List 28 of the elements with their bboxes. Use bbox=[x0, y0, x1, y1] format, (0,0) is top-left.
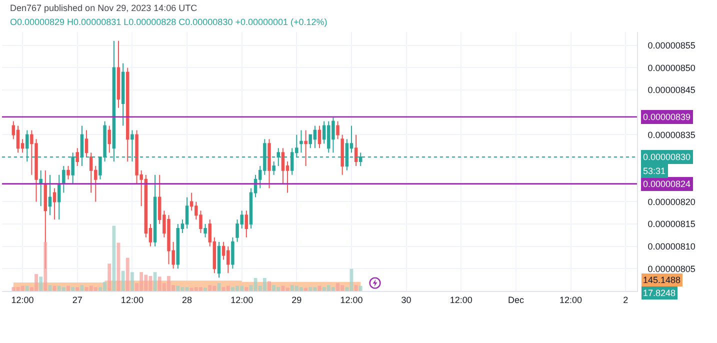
y-tick-label: 0.00000815 bbox=[648, 219, 696, 230]
text: Den767 published on Nov 29, 2023 14:06 UTC bbox=[10, 3, 198, 13]
y-tick-label: 0.00000805 bbox=[648, 264, 696, 274]
ref-line-label: 0.00000824 bbox=[643, 179, 691, 189]
y-tick-label: 0.00000845 bbox=[648, 85, 696, 96]
text: 53:31 bbox=[643, 166, 666, 176]
ref-line-label: 0.00000830 bbox=[643, 152, 691, 162]
y-tick-label: 0.00000810 bbox=[648, 241, 696, 252]
x-tick-label: 12:00 bbox=[120, 294, 144, 305]
y-tick-label: 0.00000855 bbox=[648, 40, 696, 51]
y-tick-label: 0.00000850 bbox=[648, 62, 696, 73]
y-tick-label: 0.00000820 bbox=[648, 196, 696, 207]
y-tick-label: 0.00000835 bbox=[648, 130, 696, 140]
x-tick-label: 12:00 bbox=[450, 294, 472, 305]
text: 145.1488 bbox=[643, 275, 681, 285]
x-tick-label: 12:00 bbox=[230, 294, 254, 305]
x-tick-label: 12:00 bbox=[559, 294, 582, 305]
x-tick-label: 28 bbox=[182, 294, 192, 305]
text: 17.8248 bbox=[643, 288, 676, 298]
x-tick-label: Dec bbox=[508, 294, 524, 305]
x-tick-label: 29 bbox=[292, 294, 302, 305]
ref-line-label: 0.00000839 bbox=[643, 112, 691, 122]
x-tick-label: 27 bbox=[72, 294, 82, 305]
x-tick-label: 2 bbox=[623, 294, 628, 305]
x-tick-label: 30 bbox=[401, 294, 412, 305]
text: O0.00000829 H0.00000831 L0.00000828 C0.00000830 +0.00000001 (+0.12%) bbox=[10, 17, 328, 27]
x-tick-label: 12:00 bbox=[11, 294, 34, 305]
x-tick-label: 12:00 bbox=[340, 294, 363, 305]
